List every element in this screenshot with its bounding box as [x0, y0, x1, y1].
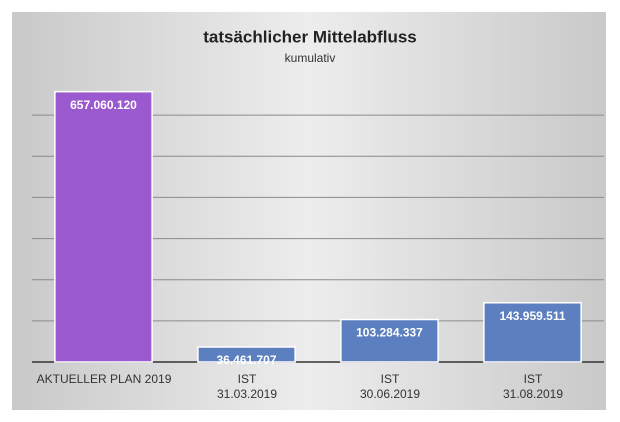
x-tick-label: IST 30.06.2019 — [359, 372, 421, 401]
data-label: 36.461.707 — [216, 353, 276, 367]
chart-title: tatsächlicher Mittelabfluss — [203, 27, 417, 46]
data-label: 143.959.511 — [499, 309, 565, 323]
x-tick-label: IST 31.03.2019 — [216, 372, 278, 401]
bar — [483, 302, 582, 363]
bar — [340, 318, 439, 363]
chart-subtitle: kumulativ — [285, 51, 336, 65]
x-tick-label: IST 31.08.2019 — [502, 372, 564, 401]
bar — [197, 346, 296, 363]
data-label: 103.284.337 — [356, 326, 423, 340]
bar — [54, 90, 153, 363]
x-tick-label: AKTUELLER PLAN 2019 — [36, 372, 172, 386]
data-label: 657.060.120 — [70, 98, 137, 112]
